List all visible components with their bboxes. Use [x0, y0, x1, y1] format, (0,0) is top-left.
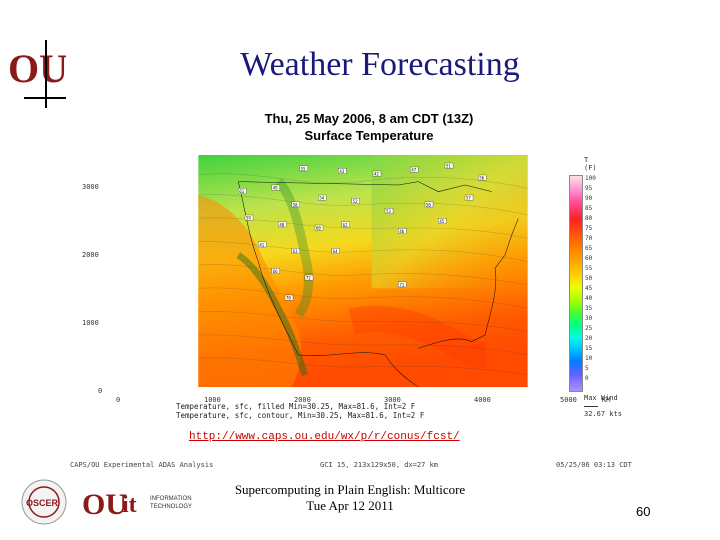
footer-logos: OSCER OU it INFORMATION TECHNOLOGY [0, 478, 220, 526]
colorbar-label: 40 [585, 294, 609, 304]
x-tick-5000: 5000 [560, 396, 577, 404]
station-temp-label: 53 [386, 209, 391, 214]
y-tick-0: 0 [98, 387, 102, 395]
ou-it-logo-icon: it INFORMATION TECHNOLOGY [122, 492, 208, 518]
station-temp-label: 58 [293, 202, 298, 207]
forecast-map-figure: Thu, 25 May 2006, 8 am CDT (13Z) Surface… [64, 110, 674, 480]
station-temp-label: 48 [279, 222, 284, 227]
station-temp-label: 63 [293, 249, 298, 254]
station-temp-label: 60 [316, 226, 321, 231]
station-temp-label: 62 [343, 222, 348, 227]
svg-text:OU: OU [8, 46, 66, 91]
colorbar-label: 60 [585, 254, 609, 264]
station-temp-label: 50 [426, 202, 431, 207]
colorbar-label: 20 [585, 334, 609, 344]
svg-text:OSCER: OSCER [26, 498, 59, 508]
colorbar-label: 100 [585, 174, 609, 184]
colorbar-unit-unit: (F) [584, 164, 597, 172]
station-temp-label: 46 [399, 229, 404, 234]
x-tick-0: 0 [116, 396, 120, 404]
wind-arrow-icon [584, 406, 598, 407]
colorbar-labels: 1009590858075706560555045403530252015105… [585, 174, 609, 390]
colorbar-label: 95 [585, 184, 609, 194]
page-title: Weather Forecasting [150, 42, 610, 88]
colorbar-label: 55 [585, 264, 609, 274]
station-temp-label: 72 [306, 276, 311, 281]
x-tick-4000: 4000 [474, 396, 491, 404]
colorbar-label: 5 [585, 364, 609, 374]
y-tick-1000: 1000 [82, 319, 99, 327]
station-temp-label: 54 [319, 196, 324, 201]
colorbar-label: 10 [585, 354, 609, 364]
station-temp-label: 42 [374, 172, 379, 177]
footer-date: Tue Apr 12 2011 [230, 498, 470, 514]
colorbar-unit-var: T [584, 156, 597, 164]
station-temp-label: 51 [446, 164, 451, 169]
caps-timestamp-label: 05/25/06 03:13 CDT [556, 461, 632, 469]
colorbar-label: 65 [585, 244, 609, 254]
station-temp-label: 66 [273, 269, 278, 274]
temperature-map-plot: 5543424751564961585452535057594860624645… [116, 155, 610, 387]
oscer-logo-icon: OSCER [22, 480, 66, 524]
svg-text:it: it [122, 492, 137, 518]
station-temp-label: 49 [273, 186, 278, 191]
field-line-contour: Temperature, sfc, contour, Min=30.25, Ma… [176, 411, 424, 420]
max-wind-label: Max Wind [584, 394, 622, 402]
station-temp-label: 57 [466, 196, 471, 201]
station-temp-label: 59 [246, 216, 251, 221]
ou-footer-logo-icon: OU [82, 488, 127, 521]
station-temp-label: 61 [239, 189, 244, 194]
field-description: Temperature, sfc, filled Min=30.25, Max=… [176, 402, 424, 420]
colorbar-label: 25 [585, 324, 609, 334]
footer-course-title: Supercomputing in Plain English: Multico… [230, 482, 470, 498]
svg-text:OU: OU [82, 488, 127, 521]
station-temp-label: 56 [479, 176, 484, 181]
station-temp-label: 41 [259, 242, 264, 247]
colorbar-label: 0 [585, 374, 609, 384]
y-tick-2000: 2000 [82, 251, 99, 259]
svg-text:INFORMATION: INFORMATION [150, 496, 192, 502]
max-wind-legend: Max Wind 32.67 kts [584, 394, 622, 418]
station-temp-label: 45 [439, 219, 444, 224]
station-temp-label: 70 [286, 296, 291, 301]
field-line-filled: Temperature, sfc, filled Min=30.25, Max=… [176, 402, 424, 411]
y-tick-3000: 3000 [82, 183, 99, 191]
station-temp-label: 64 [333, 249, 338, 254]
colorbar-label: 50 [585, 274, 609, 284]
station-temp-label: 71 [399, 282, 404, 287]
station-temp-label: 55 [301, 166, 306, 171]
colorbar-label: 30 [585, 314, 609, 324]
colorbar-unit-label: T (F) [584, 156, 597, 172]
caps-analysis-label: CAPS/OU Experimental ADAS Analysis [70, 461, 213, 469]
station-temp-label: 47 [411, 168, 416, 173]
station-temp-label: 52 [353, 199, 358, 204]
svg-text:TECHNOLOGY: TECHNOLOGY [150, 504, 192, 510]
colorbar-label: 70 [585, 234, 609, 244]
ou-logo-icon: OU [6, 36, 66, 110]
page-number: 60 [636, 504, 650, 519]
colorbar-label: 85 [585, 204, 609, 214]
map-title-field: Surface Temperature [64, 127, 674, 144]
colorbar-label: 90 [585, 194, 609, 204]
colorbar-label: 80 [585, 214, 609, 224]
station-temp-label: 43 [339, 169, 344, 174]
footer-text: Supercomputing in Plain English: Multico… [230, 482, 470, 514]
max-wind-value: 32.67 kts [584, 410, 622, 418]
forecast-url-link[interactable]: http://www.caps.ou.edu/wx/p/r/conus/fcst… [189, 431, 460, 443]
caps-grid-label: GCI 15, 213x129x50, dx=27 km [320, 461, 438, 469]
colorbar-label: 75 [585, 224, 609, 234]
temperature-colorbar [569, 175, 583, 392]
map-title: Thu, 25 May 2006, 8 am CDT (13Z) Surface… [64, 110, 674, 144]
colorbar-label: 35 [585, 304, 609, 314]
map-title-date: Thu, 25 May 2006, 8 am CDT (13Z) [64, 110, 674, 127]
colorbar-label: 45 [585, 284, 609, 294]
colorbar-label: 15 [585, 344, 609, 354]
